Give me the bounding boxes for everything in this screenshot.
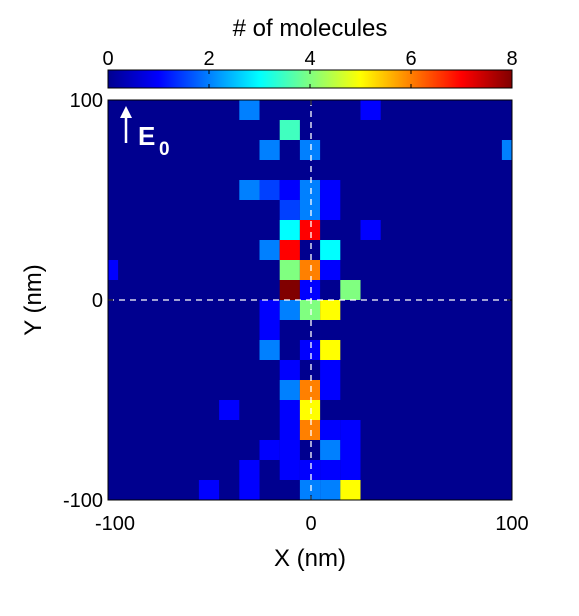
y-tick-label: -100 [63,490,103,512]
field-annotation: E 0 [120,106,170,160]
heatmap-cell [299,200,321,220]
colorbar-tick-label: 8 [506,48,517,70]
heatmap-cell [259,300,280,320]
heatmap-cell [340,420,361,440]
heatmap-cell [280,500,300,520]
heatmap-cell [299,480,321,500]
heatmap-cell [219,400,240,420]
field-arrow-head [120,106,132,118]
heatmap-cell [320,440,341,460]
colorbar-tick-labels: 0 2 4 6 8 [102,48,517,70]
colorbar-tick-label: 6 [405,48,416,70]
heatmap-cell [279,440,300,460]
x-tick-labels: -100 0 100 [95,513,529,535]
heatmap-cell [259,140,280,160]
colorbar-label: # of molecules [233,15,388,42]
heatmap-cell [299,180,321,200]
heatmap-cell [320,260,341,280]
heatmap-cell [239,180,260,200]
x-axis-label: X (nm) [274,545,346,572]
field-label: E [138,121,155,151]
heatmap-cell [320,500,340,520]
heatmap-cell [279,400,300,420]
heatmap-cell [299,400,321,420]
y-tick-label: 100 [70,90,103,112]
heatmap-cell [279,460,300,480]
heatmap-cell [279,180,300,200]
heatmap-cell [340,480,361,500]
heatmap-cell [320,380,341,400]
colorbar-tick-label: 2 [203,48,214,70]
heatmap-cell [320,420,341,440]
heatmap-cell [279,380,300,400]
heatmap-cell [279,240,300,260]
heatmap-cell [299,280,321,300]
heatmap-cell [320,240,341,260]
heatmap-cells [108,100,512,520]
heatmap-cell [259,180,280,200]
heatmap-cell [299,340,321,360]
heatmap-cell [320,360,341,380]
heatmap-cell [299,260,321,280]
heatmap-cell [320,340,341,360]
colorbar-ticks [208,70,412,88]
heatmap-cell [259,340,280,360]
heatmap-cell [299,380,321,400]
heatmap-cell [299,220,321,240]
heatmap-cell [259,320,280,340]
heatmap-cell [320,460,341,480]
heatmap-cell [320,300,341,320]
heatmap-cell [239,100,260,120]
heatmap-cell [279,360,300,380]
field-label-subscript: 0 [159,139,170,160]
x-tick-label: 0 [305,513,316,535]
heatmap-cell [279,220,300,240]
x-tick-label: -100 [95,513,135,535]
heatmap-cell [340,460,361,480]
heatmap-cell [340,440,361,460]
heatmap-cell [320,180,341,200]
heatmap-cell [259,440,280,460]
heatmap-cell [360,100,381,120]
heatmap-cell [239,480,260,500]
colorbar-tick-label: 4 [304,48,315,70]
heatmap-cell [279,420,300,440]
heatmap-cell [360,220,381,240]
heatmap-cell [299,140,321,160]
y-tick-labels: 100 0 -100 [63,90,103,512]
heatmap-cell [299,460,321,480]
y-axis-label: Y (nm) [20,264,47,336]
heatmap-cell [239,460,260,480]
heatmap-cell [340,280,361,300]
heatmap-cell [299,420,321,440]
heatmap-cell [299,300,321,320]
heatmap-cell [279,120,300,140]
heatmap-cell [279,200,300,220]
axis-ticks [108,100,512,500]
colorbar-tick-label: 0 [102,48,113,70]
x-tick-label: 100 [495,513,528,535]
heatmap-cell [501,140,512,160]
heatmap-cell [279,280,300,300]
heatmap-cell [198,480,220,500]
heatmap-cell [279,300,300,320]
heatmap-cell [320,200,341,220]
heatmap-cell [259,240,280,260]
y-tick-label: 0 [92,290,103,312]
heatmap-cell [279,260,300,280]
heatmap-cell [320,480,341,500]
heatmap-cell [108,260,119,280]
